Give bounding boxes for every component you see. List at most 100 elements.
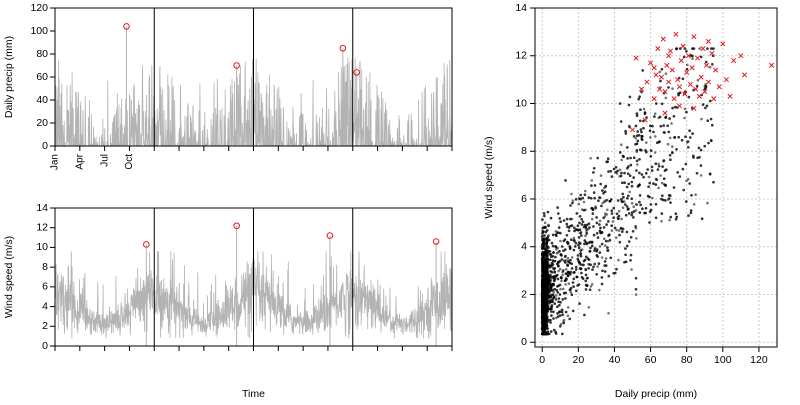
scatter-point <box>558 259 562 263</box>
extreme-point-marker <box>660 36 666 42</box>
scatter-point <box>546 250 549 253</box>
scatter-point <box>638 158 641 161</box>
scatter-point <box>561 298 565 301</box>
scatter-point <box>658 115 662 119</box>
scatter-point <box>639 128 643 131</box>
scatter-point <box>540 234 544 238</box>
scatter-point <box>541 264 544 268</box>
scatter-point <box>574 198 578 201</box>
scatter-point <box>548 266 551 269</box>
scatter-point <box>552 328 556 332</box>
scatter-point <box>583 193 587 197</box>
scatter-point <box>577 259 580 263</box>
scatter-point <box>569 272 572 276</box>
scatter-point <box>665 168 668 171</box>
scatter-point <box>569 238 573 241</box>
scatter-point <box>599 226 602 230</box>
extreme-point-marker <box>666 79 672 85</box>
scatter-point <box>564 279 567 282</box>
extreme-point-marker <box>662 110 668 116</box>
scatter-point <box>659 174 662 177</box>
scatter-point <box>542 328 545 332</box>
scatter-point <box>650 165 654 169</box>
scatter-point <box>607 170 610 173</box>
scatter-point <box>593 262 596 266</box>
scatter-point <box>578 267 582 270</box>
scatter-point <box>606 157 610 160</box>
scatter-point <box>595 221 599 225</box>
scatter-point <box>612 167 616 171</box>
scatter-point <box>622 195 625 199</box>
scatter-point <box>541 246 545 250</box>
scatter-point <box>548 300 552 304</box>
scatter-point <box>653 112 657 115</box>
extreme-point-marker <box>651 96 657 102</box>
scatter-point <box>627 212 631 215</box>
scatter-point <box>560 245 564 248</box>
scatter-point <box>648 210 652 213</box>
scatter-point <box>640 130 643 134</box>
extreme-point-marker <box>687 81 693 87</box>
scatter-point <box>571 201 574 205</box>
x-month-label: Jul <box>99 154 110 167</box>
scatter-point <box>678 91 682 94</box>
scatter-point <box>623 203 627 206</box>
scatter-point <box>598 245 602 248</box>
scatter-point <box>647 175 651 179</box>
scatter-point <box>642 107 646 111</box>
scatter-point <box>682 188 685 192</box>
scatter-point <box>709 117 713 121</box>
scatter-point <box>642 175 645 179</box>
scatter-point <box>588 250 592 253</box>
scatter-point <box>704 106 707 110</box>
extreme-point-marker <box>691 34 697 40</box>
scatter-point <box>629 156 632 160</box>
scatter-point <box>541 332 544 336</box>
scatter-point <box>577 202 581 206</box>
scatter-point <box>691 47 694 50</box>
scatter-point <box>696 78 700 82</box>
scatter-point <box>647 185 650 188</box>
scatter-point <box>558 303 561 307</box>
scatter-point <box>549 288 553 292</box>
scatter-point <box>548 258 552 262</box>
scatter-point <box>602 237 606 240</box>
y-tick-label: 4 <box>42 300 48 312</box>
extreme-point-marker <box>648 60 654 66</box>
y-tick-label: 14 <box>36 202 48 214</box>
scatter-point <box>544 230 548 234</box>
scatter-point <box>601 189 604 192</box>
scatter-point <box>701 103 705 106</box>
highlight-point <box>233 62 240 69</box>
scatter-point <box>661 165 664 168</box>
wind-y-axis-label: Wind speed (m/s) <box>3 236 15 318</box>
scatter-point <box>564 248 567 251</box>
scatter-point <box>634 293 638 296</box>
y-tick-label: 8 <box>42 261 48 273</box>
x-month-label: Jan <box>50 154 61 170</box>
scatter-point <box>587 222 591 225</box>
scatter-point <box>552 291 555 294</box>
y-tick-label: 12 <box>515 50 527 62</box>
scatter-point <box>655 178 658 181</box>
scatter-point <box>686 140 690 143</box>
y-tick-label: 6 <box>42 281 48 293</box>
scatter-point <box>595 232 599 235</box>
scatter-point <box>564 179 567 182</box>
precip-vs-wind-scatter-panel: 0 20 40 60 80 100 120 0 2 4 6 8 10 12 14 Daily precip (… <box>483 2 778 400</box>
extreme-point-marker <box>705 38 711 44</box>
scatter-point <box>564 310 568 314</box>
scatter-point <box>672 115 676 118</box>
scatter-point <box>558 314 562 317</box>
scatter-point <box>545 239 549 243</box>
scatter-point <box>557 226 561 229</box>
x-tick-label: 60 <box>645 354 657 366</box>
scatter-point <box>624 129 627 133</box>
scatter-point <box>623 171 626 175</box>
extreme-point-marker <box>693 86 699 92</box>
scatter-point <box>710 47 713 50</box>
scatter-point <box>584 273 588 277</box>
scatter-point <box>582 208 586 212</box>
scatter-point <box>666 124 669 128</box>
scatter-point <box>618 233 621 237</box>
